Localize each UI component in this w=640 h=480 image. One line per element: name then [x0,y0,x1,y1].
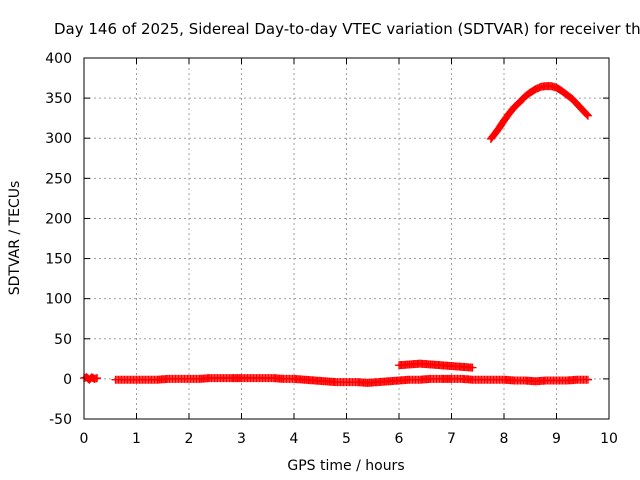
x-tick-label: 2 [185,431,194,447]
x-tick-label: 1 [132,431,141,447]
x-tick-label: 4 [290,431,299,447]
y-tick-label: 0 [63,372,72,388]
data-points [80,82,592,387]
y-tick-label: 50 [54,332,72,348]
x-axis-label: GPS time / hours [287,458,404,474]
x-tick-label: 9 [552,431,561,447]
data-series-1 [80,373,102,384]
x-tick-label: 0 [80,431,89,447]
y-tick-label: 100 [45,292,72,308]
plot-frame [83,57,610,420]
x-tick-label: 6 [395,431,404,447]
y-tick-label: 300 [45,131,72,147]
grid [84,58,609,419]
x-tick-label: 3 [237,431,246,447]
data-point [584,375,592,384]
x-tick-label: 10 [600,431,618,447]
chart-title: Day 146 of 2025, Sidereal Day-to-day VTE… [54,20,640,38]
data-series-2 [111,374,592,387]
axis-ticks: 0 1 2 3 4 5 6 7 8 9 10 -50 0 50 100 150 200 250 300 350 400 [45,51,618,447]
y-tick-label: -50 [49,412,72,428]
x-tick-label: 5 [342,431,351,447]
y-tick-label: 150 [45,252,72,268]
y-tick-label: 200 [45,211,72,227]
data-point [583,110,592,119]
data-point [584,111,592,120]
y-tick-label: 250 [45,171,72,187]
data-point [468,363,477,372]
x-tick-label: 7 [447,431,456,447]
y-axis-label: SDTVAR / TECUs [7,181,23,296]
data-series-4 [486,82,592,144]
y-tick-label: 350 [45,91,72,107]
data-point [582,109,591,118]
y-tick-label: 400 [45,51,72,67]
data-point [93,374,102,383]
x-tick-label: 8 [500,431,509,447]
data-series-3 [395,359,477,372]
